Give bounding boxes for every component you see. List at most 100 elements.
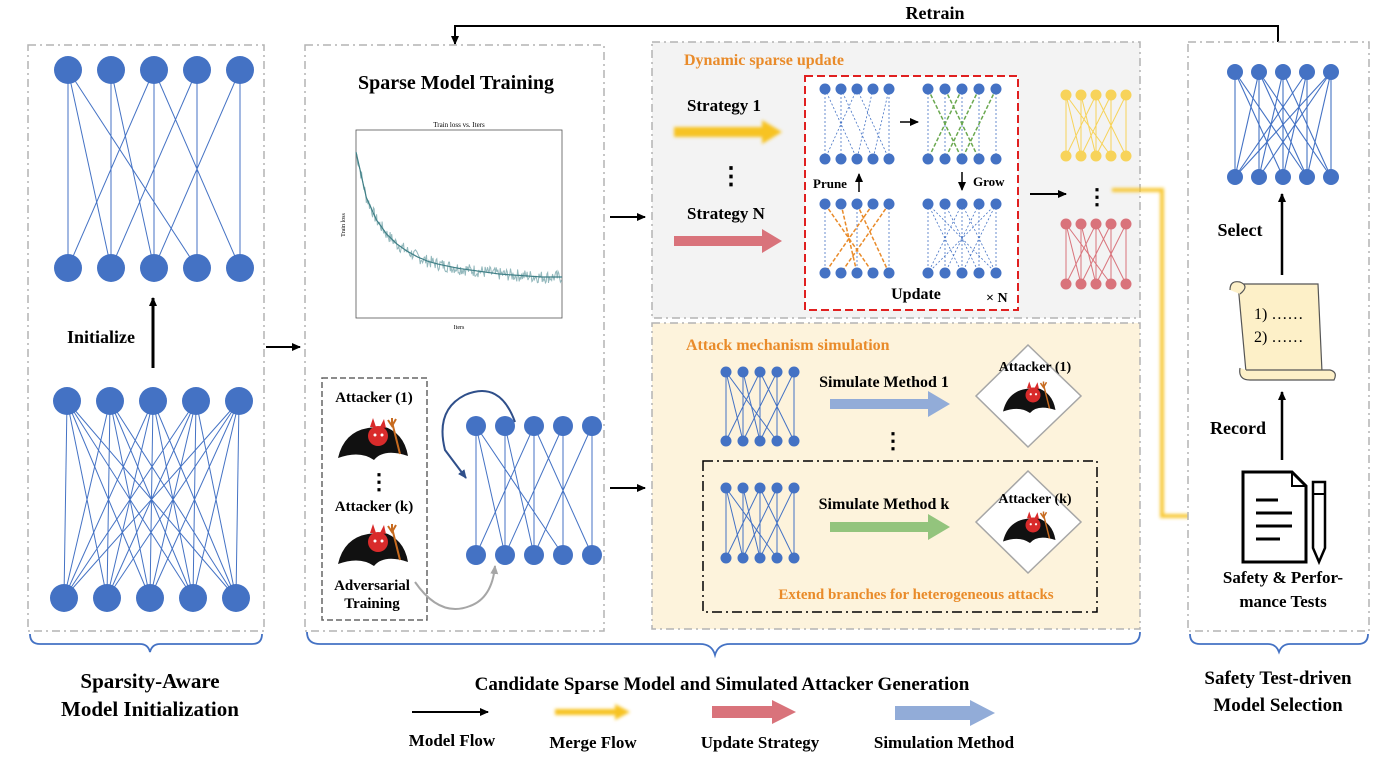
network-node (1075, 218, 1087, 230)
network-node (922, 267, 934, 279)
network-node (788, 552, 800, 564)
retrain-label: Retrain (906, 3, 965, 23)
network-node (139, 387, 167, 415)
network-node (883, 267, 895, 279)
legend-simulation-method-label: Simulation Method (874, 733, 1015, 752)
network-node (867, 267, 879, 279)
caption-selection-2: Model Selection (1213, 695, 1343, 716)
network-node (737, 435, 749, 447)
network-edge (1080, 94, 1097, 157)
network-edge (533, 425, 593, 556)
network-node (939, 83, 951, 95)
strategy-dots: ⋮ (719, 164, 743, 190)
network-node (183, 56, 211, 84)
network-node (1105, 150, 1117, 162)
network-node (225, 387, 253, 415)
legend-simulation-method-swatch (895, 700, 995, 726)
network-node (1120, 89, 1132, 101)
network-node (1251, 169, 1267, 185)
network-node (851, 83, 863, 95)
panel-initialization (27, 44, 265, 632)
network-node (754, 435, 766, 447)
candidate-generation-caption: Candidate Sparse Model and Simulated Att… (475, 674, 970, 695)
update-network-updated (922, 198, 1002, 279)
loss-chart-xlabel: Iters (454, 325, 465, 331)
brace-initialization (29, 633, 263, 653)
network-edge (1095, 94, 1127, 157)
scroll-line-2: 2) …… (1254, 329, 1303, 346)
simulation-network-1 (720, 366, 800, 447)
network-node (973, 83, 985, 95)
network-node (956, 153, 968, 165)
network-node (466, 545, 486, 565)
cycle-arrow-top (441, 390, 516, 479)
network-node (737, 482, 749, 494)
simulation-network-k (720, 482, 800, 564)
network-edge (110, 69, 155, 269)
initialize-label: Initialize (67, 327, 135, 347)
loss-series-noise (355, 151, 563, 285)
network-edge (153, 69, 241, 269)
network-edge (110, 69, 198, 269)
network-edge (840, 203, 890, 274)
retrain-arrow (451, 25, 1279, 45)
legend-merge-flow-swatch (555, 704, 630, 720)
network-node (922, 153, 934, 165)
network-edge (927, 203, 963, 274)
network-edge (961, 203, 997, 274)
legend-model-flow-label: Model Flow (409, 731, 496, 750)
brace-candidate-generation (306, 631, 1141, 659)
network-node (1105, 278, 1117, 290)
network-node (140, 254, 168, 282)
network-edge (1065, 223, 1097, 285)
network-edge (475, 425, 506, 556)
network-node (883, 153, 895, 165)
network-edge (106, 400, 240, 599)
network-edge (1065, 94, 1082, 157)
network-edge (944, 88, 980, 160)
network-node (956, 198, 968, 210)
network-node (136, 584, 164, 612)
attacker-pool-1-label: Attacker (1) (335, 390, 413, 406)
network-node (1075, 150, 1087, 162)
network-node (973, 198, 985, 210)
network-edge (927, 203, 963, 274)
simulated-attacker-1-label: Attacker (1) (999, 360, 1072, 375)
network-node (1105, 89, 1117, 101)
loss-chart-title: Train loss vs. Iters (433, 121, 485, 129)
network-node (819, 153, 831, 165)
network-edge (927, 88, 963, 160)
network-edge (927, 203, 997, 274)
network-edge (742, 371, 761, 442)
network-node (835, 267, 847, 279)
network-edge (1234, 71, 1260, 178)
simulated-attacker-k-label: Attacker (k) (998, 492, 1072, 507)
network-node (867, 198, 879, 210)
network-node (582, 545, 602, 565)
update-network-current (819, 83, 895, 165)
network-edge (725, 371, 761, 442)
network-node (524, 416, 544, 436)
network-edge (840, 88, 874, 160)
network-edge (742, 487, 761, 559)
network-edge (192, 400, 240, 599)
simulation-dots: ⋮ (882, 428, 904, 453)
network-edge (235, 400, 240, 599)
network-node (835, 83, 847, 95)
network-edge (63, 400, 111, 599)
network-node (1275, 64, 1291, 80)
network-node (883, 83, 895, 95)
network-node (183, 254, 211, 282)
strategy-1-label: Strategy 1 (687, 96, 761, 115)
scroll-line-1: 1) …… (1254, 306, 1303, 323)
network-node (1323, 64, 1339, 80)
attacker-pool-k-label: Attacker (k) (335, 499, 413, 515)
network-node (819, 83, 831, 95)
candidate-model-strategy-1 (1060, 89, 1132, 162)
network-edge (944, 203, 980, 274)
network-node (1251, 64, 1267, 80)
network-edge (1234, 71, 1308, 178)
network-edge (67, 69, 155, 269)
network-node (524, 545, 544, 565)
